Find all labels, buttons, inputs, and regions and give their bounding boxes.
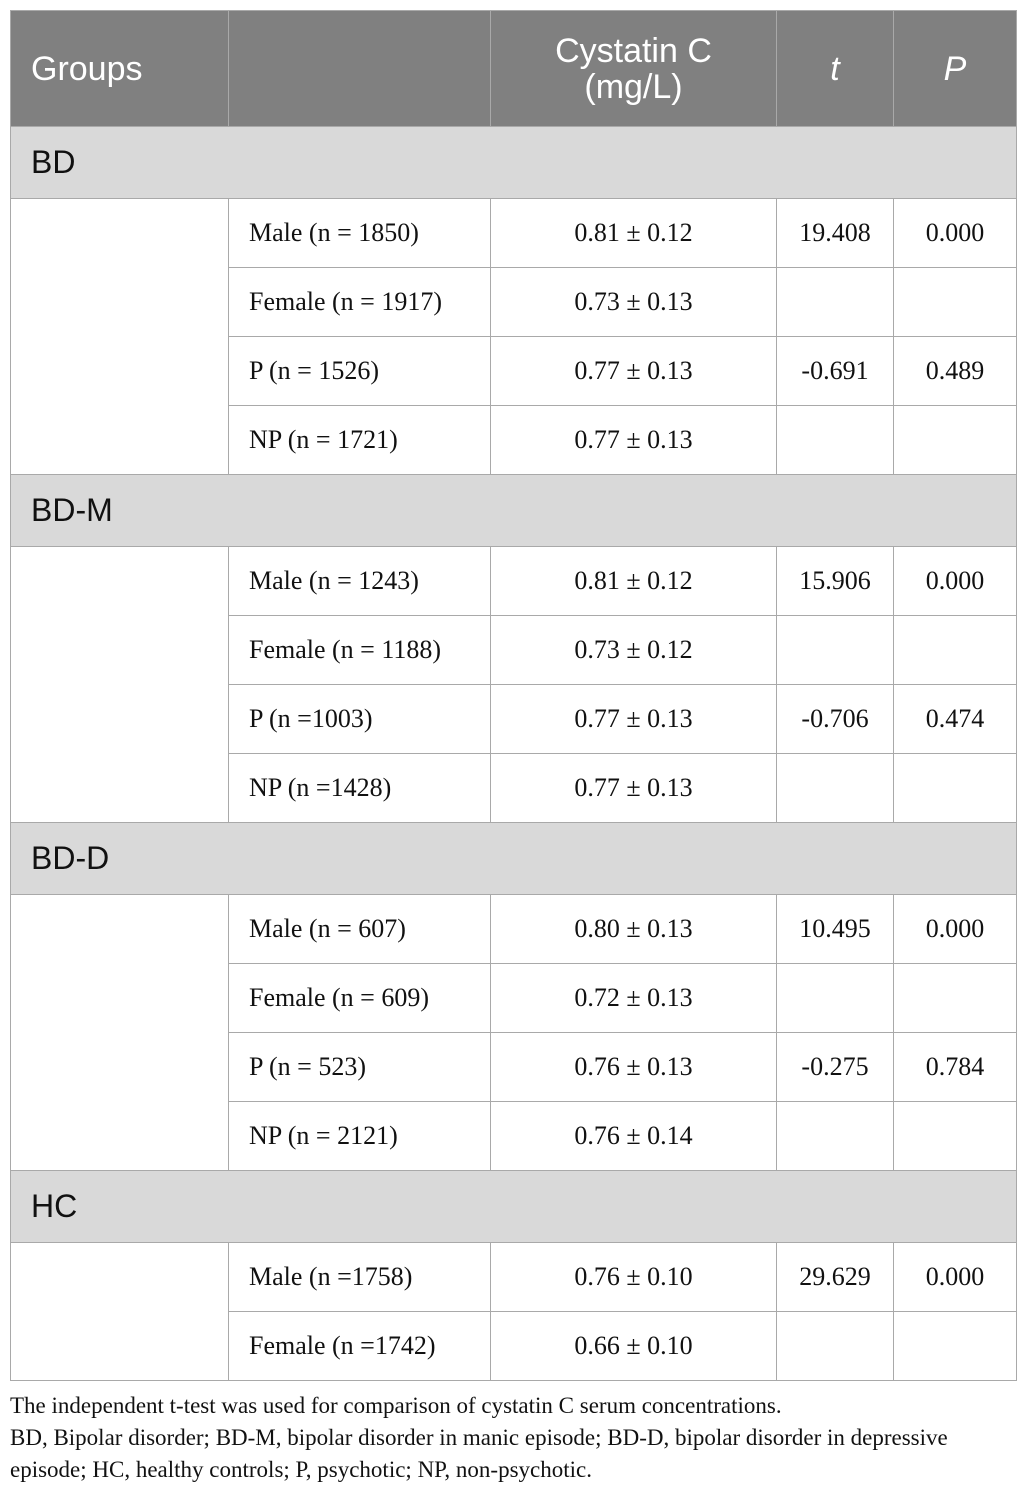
header-p: P — [893, 10, 1017, 127]
row-p: 0.000 — [893, 198, 1017, 268]
row-t — [776, 615, 894, 685]
empty-cell — [10, 198, 229, 475]
row-t: -0.706 — [776, 684, 894, 754]
row-p: 0.000 — [893, 894, 1017, 964]
row-p — [893, 963, 1017, 1033]
header-t: t — [776, 10, 894, 127]
row-p — [893, 1101, 1017, 1171]
row-label: Male (n = 1850) — [228, 198, 491, 268]
table-row: P (n = 523) 0.76 ± 0.13 -0.275 0.784 — [11, 1032, 1017, 1102]
row-value: 0.66 ± 0.10 — [490, 1311, 777, 1381]
row-label: Male (n = 1243) — [228, 546, 491, 616]
table-row: NP (n = 1721) 0.77 ± 0.13 — [11, 405, 1017, 475]
row-label: P (n = 523) — [228, 1032, 491, 1102]
row-label: NP (n = 1721) — [228, 405, 491, 475]
table-row: Female (n = 1917) 0.73 ± 0.13 — [11, 267, 1017, 337]
row-value: 0.76 ± 0.13 — [490, 1032, 777, 1102]
table-row: Male (n = 1850) 0.81 ± 0.12 19.408 0.000 — [10, 198, 1017, 475]
header-groups: Groups — [10, 10, 229, 127]
row-p: 0.489 — [893, 336, 1017, 406]
row-p: 0.000 — [893, 546, 1017, 616]
footnote-abbreviations: BD, Bipolar disorder; BD-M, bipolar diso… — [10, 1425, 948, 1482]
empty-cell — [10, 1242, 229, 1381]
row-value: 0.73 ± 0.12 — [490, 615, 777, 685]
empty-cell — [10, 546, 229, 823]
header-cystatin: Cystatin C (mg/L) — [490, 10, 777, 127]
row-value: 0.80 ± 0.13 — [490, 894, 777, 964]
row-t: -0.275 — [776, 1032, 894, 1102]
row-p — [893, 753, 1017, 823]
group-row-bd-m: BD-M — [10, 474, 1017, 547]
group-row-bd: BD — [10, 126, 1017, 199]
table-footnotes: The independent t-test was used for comp… — [10, 1390, 1020, 1486]
row-t — [776, 963, 894, 1033]
table-header-row: Groups Cystatin C (mg/L) t P — [10, 10, 1017, 127]
row-value: 0.81 ± 0.12 — [490, 198, 777, 268]
row-label: Female (n =1742) — [228, 1311, 491, 1381]
row-label: Female (n = 609) — [228, 963, 491, 1033]
group-label: BD — [10, 126, 1017, 199]
row-value: 0.77 ± 0.13 — [490, 753, 777, 823]
row-p: 0.474 — [893, 684, 1017, 754]
table-row: Male (n = 1243) 0.81 ± 0.12 15.906 0.000 — [10, 546, 1017, 823]
footnote-test: The independent t-test was used for comp… — [10, 1393, 782, 1418]
row-p: 0.000 — [893, 1242, 1017, 1312]
row-label: Male (n =1758) — [228, 1242, 491, 1312]
row-label: Female (n = 1917) — [228, 267, 491, 337]
group-row-bd-d: BD-D — [10, 822, 1017, 895]
row-t — [776, 1311, 894, 1381]
row-value: 0.72 ± 0.13 — [490, 963, 777, 1033]
row-value: 0.77 ± 0.13 — [490, 336, 777, 406]
row-p — [893, 267, 1017, 337]
row-value: 0.81 ± 0.12 — [490, 546, 777, 616]
row-value: 0.77 ± 0.13 — [490, 684, 777, 754]
group-row-hc: HC — [10, 1170, 1017, 1243]
table-row: Female (n = 609) 0.72 ± 0.13 — [11, 963, 1017, 1033]
row-t: 10.495 — [776, 894, 894, 964]
group-label: HC — [10, 1170, 1017, 1243]
row-t — [776, 405, 894, 475]
row-label: P (n = 1526) — [228, 336, 491, 406]
row-label: NP (n = 2121) — [228, 1101, 491, 1171]
row-p — [893, 405, 1017, 475]
header-blank — [228, 10, 491, 127]
row-label: Male (n = 607) — [228, 894, 491, 964]
row-label: NP (n =1428) — [228, 753, 491, 823]
row-value: 0.76 ± 0.10 — [490, 1242, 777, 1312]
table-row: Male (n =1758) 0.76 ± 0.10 29.629 0.000 — [10, 1242, 1017, 1381]
row-p — [893, 615, 1017, 685]
row-t: -0.691 — [776, 336, 894, 406]
row-value: 0.77 ± 0.13 — [490, 405, 777, 475]
results-table-container: Groups Cystatin C (mg/L) t P BD Male (n … — [10, 10, 1017, 1381]
row-t — [776, 1101, 894, 1171]
row-value: 0.73 ± 0.13 — [490, 267, 777, 337]
row-t — [776, 267, 894, 337]
row-t — [776, 753, 894, 823]
group-label: BD-M — [10, 474, 1017, 547]
row-t: 19.408 — [776, 198, 894, 268]
table-row: Female (n =1742) 0.66 ± 0.10 — [11, 1311, 1017, 1381]
row-t: 15.906 — [776, 546, 894, 616]
row-label: P (n =1003) — [228, 684, 491, 754]
table-row: P (n =1003) 0.77 ± 0.13 -0.706 0.474 — [11, 684, 1017, 754]
row-t: 29.629 — [776, 1242, 894, 1312]
table-row: Male (n = 607) 0.80 ± 0.13 10.495 0.000 — [10, 894, 1017, 1171]
row-value: 0.76 ± 0.14 — [490, 1101, 777, 1171]
row-label: Female (n = 1188) — [228, 615, 491, 685]
empty-cell — [10, 894, 229, 1171]
group-label: BD-D — [10, 822, 1017, 895]
row-p: 0.784 — [893, 1032, 1017, 1102]
cystatin-table: Groups Cystatin C (mg/L) t P BD Male (n … — [10, 10, 1017, 1381]
row-p — [893, 1311, 1017, 1381]
